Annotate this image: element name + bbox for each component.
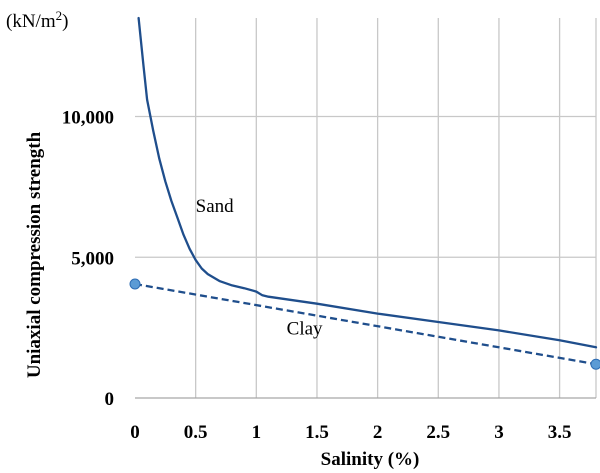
x-axis-title: Salinity (%): [321, 449, 420, 470]
x-tick-label: 2.5: [426, 422, 450, 443]
y-unit-superscript: 2: [56, 8, 63, 23]
y-tick-label: 0: [105, 389, 115, 410]
x-tick-label: 0: [130, 422, 140, 443]
x-gridlines: [195, 18, 561, 398]
x-tick-label: 0.5: [184, 422, 208, 443]
marker-layer: [129, 278, 600, 370]
x-tick-label: 3: [494, 422, 504, 443]
x-tick-label: 1.5: [305, 422, 329, 443]
y-tick-label: 5,000: [71, 248, 114, 269]
y-axis-title: Uniaxial compression strength: [24, 131, 45, 378]
series-line-clay: [134, 282, 597, 366]
y-unit-close: ): [62, 11, 68, 32]
y-unit-label: (kN/m2): [6, 8, 68, 32]
x-tick-label: 2: [373, 422, 383, 443]
y-tick-label: 10,000: [62, 108, 114, 129]
series-label-layer: Sand Clay: [196, 196, 323, 339]
y-tick-labels: 0 5,000 10,000: [62, 108, 114, 410]
x-tick-label: 1: [252, 422, 262, 443]
x-tick-labels: 0 0.5 1 1.5 2 2.5 3 3.5: [130, 422, 571, 443]
y-gridlines: [135, 115, 596, 258]
data-point-clay: [590, 358, 600, 370]
x-tick-label: 3.5: [548, 422, 572, 443]
series-layer: [134, 16, 598, 366]
series-line-sand: [137, 16, 598, 349]
y-unit-base: (kN/m: [6, 11, 56, 32]
series-label-clay: Clay: [287, 319, 323, 340]
series-label-sand: Sand: [196, 196, 235, 217]
data-point-clay: [129, 278, 141, 290]
